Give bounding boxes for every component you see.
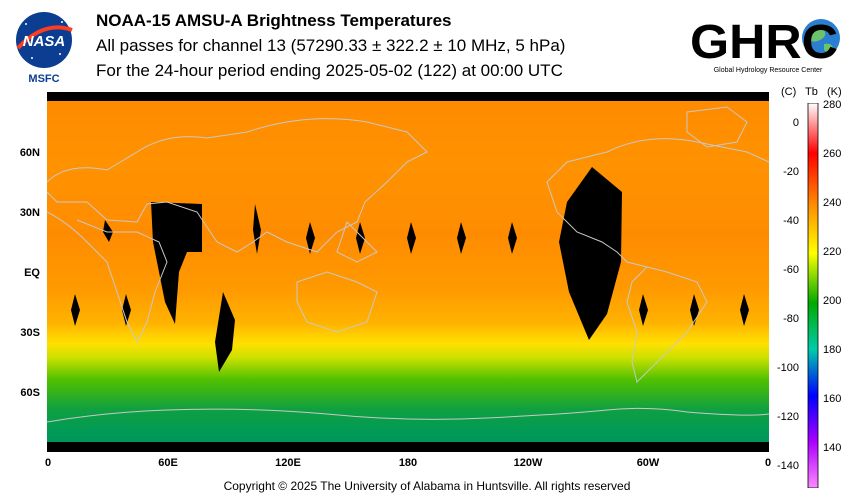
- colorbar-kelvin-tick: 260: [823, 148, 842, 160]
- coastlines: [47, 106, 769, 423]
- ghrc-logo-text: GHRC: [690, 16, 838, 69]
- colorbar-celsius-tick: -60: [783, 264, 799, 276]
- north-no-data-band: [47, 92, 769, 101]
- colorbar-celsius-tick: -100: [776, 362, 799, 374]
- colorbar-kelvin-tick: 140: [823, 442, 842, 454]
- nasa-logo-text: NASA: [23, 33, 66, 50]
- lon-label-120e: 120E: [275, 457, 301, 469]
- channel-subtitle: All passes for channel 13 (57290.33 ± 32…: [96, 36, 566, 55]
- lat-label-30s: 30S: [20, 327, 40, 339]
- period-subtitle: For the 24-hour period ending 2025-05-02…: [96, 61, 563, 80]
- colorbar-celsius-tick: -120: [776, 411, 799, 423]
- ghrc-logo: GHRC Global Hydrology Resource Center: [690, 16, 840, 74]
- colorbar-kelvin-tick: 200: [823, 295, 842, 307]
- colorbar-celsius-tick: -40: [783, 215, 799, 227]
- lon-label-0-east: 0: [764, 457, 772, 469]
- south-no-data-band: [47, 442, 769, 452]
- colorbar-kelvin-tick: 240: [823, 197, 842, 209]
- colorbar-kelvin-tick: 180: [823, 344, 842, 356]
- msfc-text: MSFC: [28, 73, 59, 85]
- lat-label-eq: EQ: [24, 267, 40, 279]
- temperature-field: [47, 92, 769, 452]
- colorbar-celsius-tick: -80: [783, 313, 799, 325]
- colorbar-unit-celsius: (C): [781, 86, 797, 98]
- lon-label-60w: 60W: [636, 457, 660, 469]
- lon-label-180: 180: [398, 457, 418, 469]
- colorbar-unit-kelvin: (K): [827, 86, 842, 98]
- colorbar-gradient: [807, 103, 819, 488]
- lon-label-60e: 60E: [158, 457, 178, 469]
- lat-label-60s: 60S: [20, 387, 40, 399]
- colorbar-kelvin-tick: 280: [823, 99, 842, 111]
- lat-label-30n: 30N: [19, 207, 40, 219]
- colorbar-celsius-tick: 0: [792, 117, 799, 129]
- lon-label-0-west: 0: [44, 457, 52, 469]
- copyright-text: Copyright © 2025 The University of Alaba…: [223, 479, 631, 493]
- colorbar-kelvin-tick: 220: [823, 246, 842, 258]
- brightness-temperature-map: [47, 92, 769, 452]
- colorbar-celsius-tick: -140: [776, 460, 799, 472]
- colorbar-kelvin-tick: 160: [823, 393, 842, 405]
- lon-label-120w: 120W: [513, 457, 543, 469]
- colorbar-celsius-tick: -20: [783, 166, 799, 178]
- ghrc-logo-subtitle: Global Hydrology Resource Center: [714, 67, 823, 74]
- colorbar: [807, 103, 819, 488]
- colorbar-unit-label: Tb: [805, 86, 818, 98]
- map-title: NOAA-15 AMSU-A Brightness Temperatures: [96, 11, 452, 30]
- nasa-logo: NASA MSFC: [16, 12, 73, 85]
- lat-label-60n: 60N: [19, 147, 40, 159]
- swath-gaps: [71, 167, 749, 372]
